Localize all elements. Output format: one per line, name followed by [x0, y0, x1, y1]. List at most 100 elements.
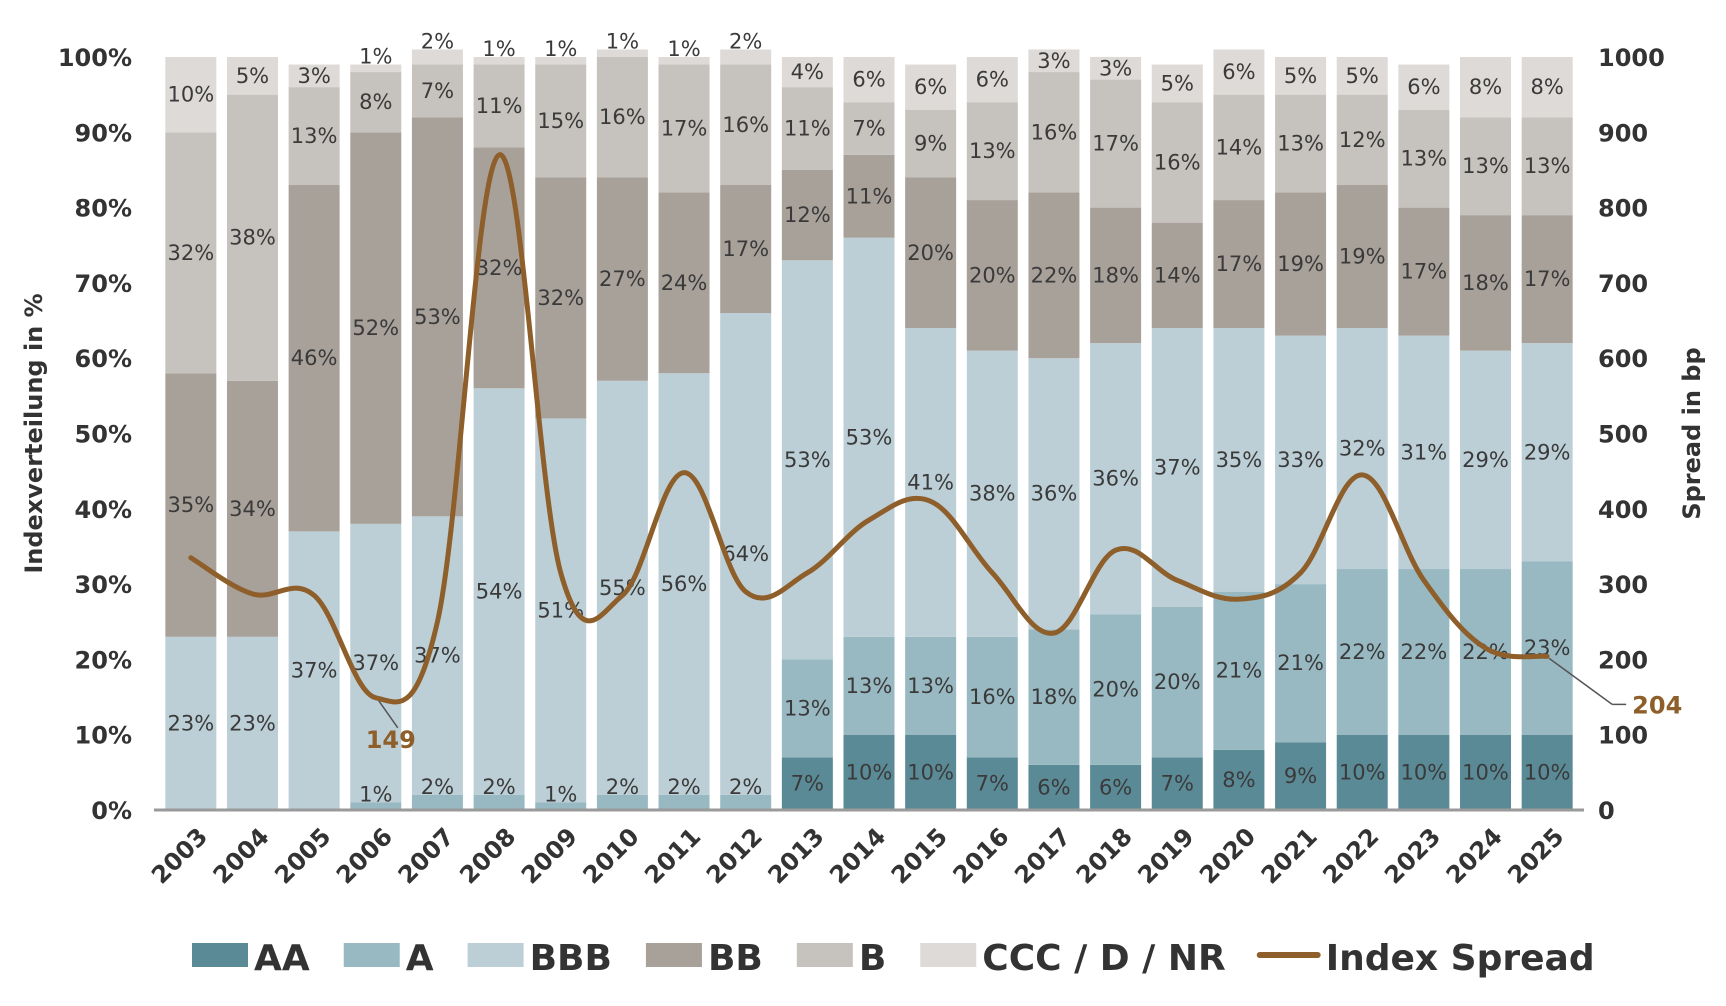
bar-aa-2017 [1028, 764, 1080, 810]
bar-a-2021 [1275, 584, 1327, 743]
segment-label: 1% [544, 782, 577, 806]
segment-label: 1% [359, 45, 392, 69]
y-tick-label: 10% [75, 722, 132, 750]
bar-bbb-2015 [905, 328, 957, 637]
bar-a-2009 [535, 802, 587, 810]
segment-label: 17% [1092, 132, 1139, 156]
segment-label: 2% [667, 775, 700, 799]
spread-callout-label: 149 [366, 726, 416, 754]
bar-bb-2024 [1460, 215, 1512, 351]
segment-label: 1% [606, 29, 639, 53]
y2-tick-label: 100 [1598, 722, 1648, 750]
segment-label: 11% [784, 117, 831, 141]
segment-label: 7% [852, 117, 885, 141]
bar-bbb-2012 [720, 313, 772, 795]
segment-label: 7% [791, 772, 824, 796]
legend-item-aa: AA [192, 938, 310, 979]
y2-tick-label: 800 [1598, 195, 1648, 223]
segment-label: 22% [1401, 640, 1448, 664]
segment-label: 2% [729, 775, 762, 799]
segment-label: 8% [1531, 75, 1564, 99]
bar-a-2019 [1151, 606, 1203, 758]
bar-b-2020 [1213, 94, 1265, 201]
bar-bbb-2017 [1028, 358, 1080, 630]
segment-label: 35% [1216, 448, 1263, 472]
segment-label: 33% [1277, 448, 1324, 472]
index-spread-line [188, 152, 1550, 705]
bar-ccc-d-nr-2024 [1460, 57, 1512, 118]
bar-bb-2023 [1398, 207, 1450, 336]
bar-aa-2016 [966, 757, 1018, 810]
legend-item-a: A [343, 938, 434, 979]
x-tick-label: 2014 [824, 822, 891, 889]
segment-label: 10% [167, 83, 214, 107]
y-tick-label: 30% [75, 571, 132, 599]
bar-ccc-d-nr-2004 [226, 57, 278, 95]
y2-tick-label: 500 [1598, 421, 1648, 449]
bar-b-2025 [1521, 117, 1573, 216]
segment-label: 10% [1339, 760, 1386, 784]
segment-label: 11% [476, 94, 523, 118]
bar-b-2021 [1275, 94, 1327, 193]
segment-label: 5% [1346, 64, 1379, 88]
x-tick-label: 2022 [1317, 822, 1384, 889]
legend-label: A [406, 938, 434, 979]
segment-label: 3% [297, 64, 330, 88]
legend-label: B [859, 938, 886, 979]
bar-ccc-d-nr-2003 [165, 57, 217, 133]
bar-ccc-d-nr-2006 [350, 64, 402, 73]
segment-label: 2% [606, 775, 639, 799]
bar-bb-2010 [596, 177, 648, 381]
y2-tick-label: 600 [1598, 345, 1648, 373]
bar-bb-2018 [1090, 207, 1142, 344]
segment-label: 16% [969, 685, 1016, 709]
segment-label: 1% [359, 782, 392, 806]
segment-label: 3% [1099, 56, 1132, 80]
bar-bb-2019 [1151, 222, 1203, 329]
segment-label: 13% [291, 124, 338, 148]
bar-a-2012 [720, 794, 772, 810]
bar-bb-2017 [1028, 192, 1080, 359]
bar-b-2007 [411, 64, 463, 118]
bar-bbb-2010 [596, 380, 648, 795]
segment-label: 22% [1339, 640, 1386, 664]
bar-ccc-d-nr-2023 [1398, 64, 1450, 110]
bar-bb-2006 [350, 132, 402, 524]
x-tick-label: 2013 [763, 822, 830, 889]
bar-ccc-d-nr-2019 [1151, 64, 1203, 103]
bar-bb-2022 [1336, 185, 1388, 329]
x-tick-label: 2005 [269, 822, 336, 889]
segment-labels-layer: 23% 35% 32% 10% 23% 34% 38% 5% 37% 46% 13% 3% 1% 37% 5… [167, 29, 1570, 806]
segment-label: 10% [1524, 760, 1571, 784]
bar-bb-2008 [473, 147, 525, 389]
y2-tick-label: 900 [1598, 119, 1648, 147]
legend-swatch [192, 943, 248, 967]
bar-bbb-2024 [1460, 350, 1512, 570]
bar-a-2020 [1213, 591, 1265, 750]
bar-bbb-2013 [781, 260, 833, 660]
segment-label: 10% [907, 760, 954, 784]
segment-label: 9% [1284, 764, 1317, 788]
bar-b-2014 [843, 102, 895, 155]
bar-bbb-2007 [411, 516, 463, 795]
bar-bbb-2020 [1213, 328, 1265, 592]
bar-a-2006 [350, 802, 402, 810]
segment-label: 15% [537, 109, 584, 133]
segment-label: 2% [729, 29, 762, 53]
segment-label: 18% [1092, 263, 1139, 287]
segment-label: 32% [537, 286, 584, 310]
y2-tick-label: 200 [1598, 646, 1648, 674]
bar-aa-2014 [843, 734, 895, 810]
bar-a-2008 [473, 794, 525, 810]
bar-a-2015 [905, 636, 957, 735]
segment-label: 53% [784, 448, 831, 472]
x-tick-label: 2015 [886, 822, 953, 889]
bar-a-2017 [1028, 629, 1080, 765]
x-tick-label: 2003 [146, 822, 213, 889]
segment-label: 37% [414, 644, 461, 668]
bar-bbb-2022 [1336, 328, 1388, 570]
bar-bb-2005 [288, 185, 340, 532]
segment-label: 16% [599, 105, 646, 129]
y-tick-label: 60% [75, 345, 132, 373]
